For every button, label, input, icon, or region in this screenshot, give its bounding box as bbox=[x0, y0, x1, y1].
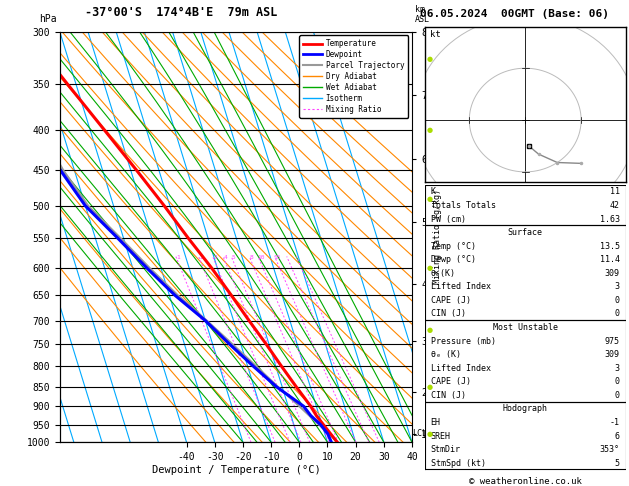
Text: StmDir: StmDir bbox=[431, 445, 460, 454]
Text: 15: 15 bbox=[274, 255, 281, 260]
Text: Hodograph: Hodograph bbox=[503, 404, 548, 414]
Legend: Temperature, Dewpoint, Parcel Trajectory, Dry Adiabat, Wet Adiabat, Isotherm, Mi: Temperature, Dewpoint, Parcel Trajectory… bbox=[299, 35, 408, 118]
Text: Dewp (°C): Dewp (°C) bbox=[431, 255, 476, 264]
Text: 3: 3 bbox=[615, 282, 620, 291]
Text: ●: ● bbox=[426, 196, 433, 202]
Text: ●: ● bbox=[426, 56, 433, 62]
Text: θₑ (K): θₑ (K) bbox=[431, 350, 460, 359]
Text: 11.4: 11.4 bbox=[600, 255, 620, 264]
Text: ●: ● bbox=[426, 327, 433, 333]
Text: EH: EH bbox=[431, 418, 440, 427]
Text: CIN (J): CIN (J) bbox=[431, 391, 465, 400]
Text: 2: 2 bbox=[199, 255, 203, 260]
Text: ●: ● bbox=[426, 431, 433, 436]
Text: 42: 42 bbox=[610, 201, 620, 210]
Text: θₑ(K): θₑ(K) bbox=[431, 269, 455, 278]
Text: Most Unstable: Most Unstable bbox=[493, 323, 558, 332]
Text: 06.05.2024  00GMT (Base: 06): 06.05.2024 00GMT (Base: 06) bbox=[420, 9, 609, 19]
Text: Pressure (mb): Pressure (mb) bbox=[431, 337, 496, 346]
Text: 3: 3 bbox=[615, 364, 620, 373]
Text: 10: 10 bbox=[257, 255, 264, 260]
Text: 6: 6 bbox=[615, 432, 620, 440]
Text: 8: 8 bbox=[250, 255, 253, 260]
Text: CAPE (J): CAPE (J) bbox=[431, 377, 470, 386]
Text: Totals Totals: Totals Totals bbox=[431, 201, 496, 210]
Text: -37°00'S  174°4B'E  79m ASL: -37°00'S 174°4B'E 79m ASL bbox=[85, 6, 277, 19]
Text: ●: ● bbox=[426, 127, 433, 133]
Text: SREH: SREH bbox=[431, 432, 450, 440]
Text: 11: 11 bbox=[610, 188, 620, 196]
Text: 353°: 353° bbox=[600, 445, 620, 454]
Text: K: K bbox=[431, 188, 436, 196]
Text: Surface: Surface bbox=[508, 228, 543, 237]
Text: Lifted Index: Lifted Index bbox=[431, 282, 491, 291]
Text: © weatheronline.co.uk: © weatheronline.co.uk bbox=[469, 477, 582, 486]
Text: Mixing Ratio (g/kg): Mixing Ratio (g/kg) bbox=[433, 190, 442, 284]
Text: kt: kt bbox=[430, 30, 441, 39]
Text: LCL: LCL bbox=[413, 429, 427, 438]
X-axis label: Dewpoint / Temperature (°C): Dewpoint / Temperature (°C) bbox=[152, 465, 320, 475]
Text: ●: ● bbox=[426, 384, 433, 390]
Text: 975: 975 bbox=[605, 337, 620, 346]
Text: 309: 309 bbox=[605, 350, 620, 359]
Text: StmSpd (kt): StmSpd (kt) bbox=[431, 459, 486, 468]
Text: 0: 0 bbox=[615, 377, 620, 386]
Text: 5: 5 bbox=[615, 459, 620, 468]
Text: 0: 0 bbox=[615, 310, 620, 318]
Text: 1.63: 1.63 bbox=[600, 214, 620, 224]
Text: 13.5: 13.5 bbox=[600, 242, 620, 251]
Text: CIN (J): CIN (J) bbox=[431, 310, 465, 318]
Text: 5: 5 bbox=[232, 255, 236, 260]
Text: -1: -1 bbox=[610, 418, 620, 427]
Text: PW (cm): PW (cm) bbox=[431, 214, 465, 224]
Text: 0: 0 bbox=[615, 296, 620, 305]
Text: CAPE (J): CAPE (J) bbox=[431, 296, 470, 305]
Text: 0: 0 bbox=[615, 391, 620, 400]
Text: ●: ● bbox=[426, 265, 433, 271]
Text: Temp (°C): Temp (°C) bbox=[431, 242, 476, 251]
Text: 4: 4 bbox=[223, 255, 227, 260]
Text: 1: 1 bbox=[176, 255, 180, 260]
Text: hPa: hPa bbox=[39, 14, 57, 24]
Text: Lifted Index: Lifted Index bbox=[431, 364, 491, 373]
Text: km
ASL: km ASL bbox=[415, 5, 430, 24]
Text: 3: 3 bbox=[213, 255, 217, 260]
Text: 309: 309 bbox=[605, 269, 620, 278]
